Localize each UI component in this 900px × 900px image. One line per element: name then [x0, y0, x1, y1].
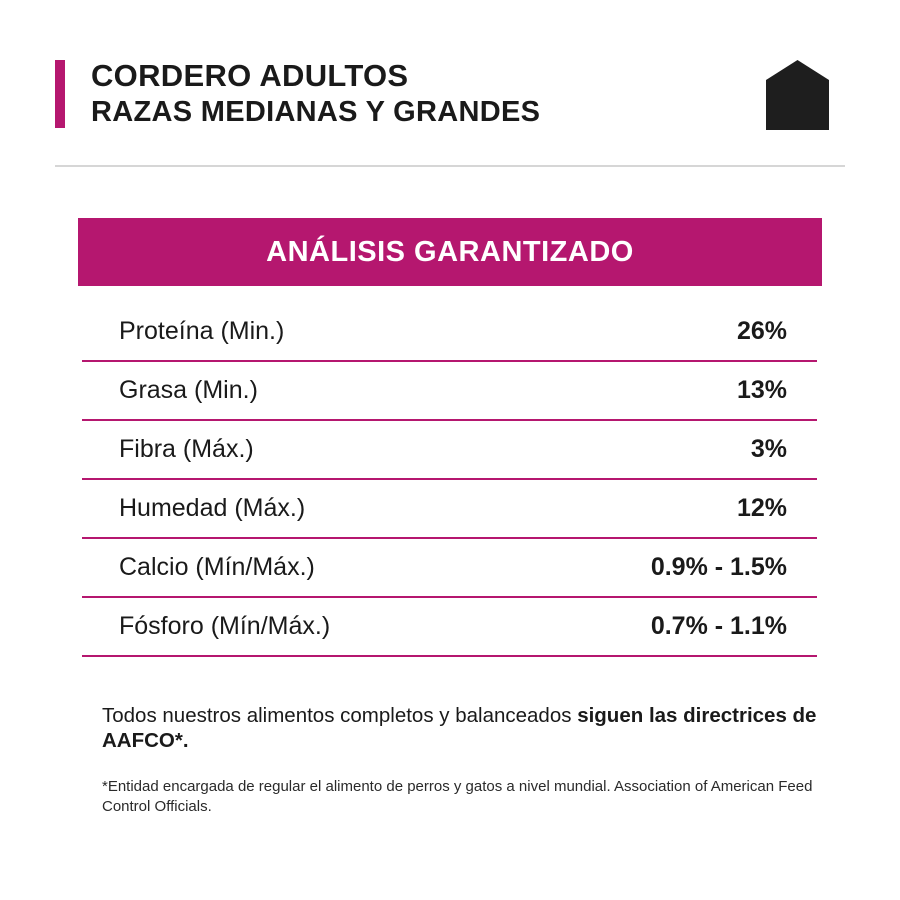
aafco-footnote: *Entidad encargada de regular el aliment… [102, 778, 813, 815]
table-row: Fósforo (Mín/Máx.) 0.7% - 1.1% [82, 598, 817, 657]
title-accent-bar [55, 60, 65, 128]
row-value: 0.7% - 1.1% [650, 612, 787, 640]
table-row: Calcio (Mín/Máx.) 0.9% - 1.5% [82, 539, 817, 598]
aafco-statement: Todos nuestros alimentos completos y bal… [102, 703, 822, 753]
page-title: CORDERO ADULTOS [91, 58, 540, 94]
table-row: Grasa (Min.) 13% [82, 362, 817, 421]
analysis-table: Proteína (Min.) 26% Grasa (Min.) 13% Fib… [82, 303, 817, 657]
table-row: Humedad (Máx.) 12% [82, 480, 817, 539]
table-row: Proteína (Min.) 26% [82, 303, 817, 362]
row-label: Proteína (Min.) [119, 317, 285, 345]
header-divider [55, 165, 845, 167]
aafco-statement-bold: siguen las directrices de AAFCO*. [102, 704, 817, 752]
page-title-bold: CORDERO [91, 58, 252, 93]
row-label: Humedad (Máx.) [119, 494, 306, 522]
row-label: Fibra (Máx.) [119, 435, 254, 463]
row-label: Calcio (Mín/Máx.) [119, 553, 315, 581]
aafco-statement-text: Todos nuestros alimentos completos y bal… [102, 704, 578, 727]
house-icon [766, 60, 829, 130]
row-value: 12% [736, 494, 787, 522]
row-value: 0.9% - 1.5% [650, 553, 787, 581]
title-block: CORDERO ADULTOS RAZAS MEDIANAS Y GRANDES [91, 58, 540, 130]
row-value: 3% [750, 435, 787, 463]
row-label: Grasa (Min.) [119, 376, 258, 404]
page-subtitle: RAZAS MEDIANAS Y GRANDES [91, 96, 541, 128]
page-title-rest: ADULTOS [251, 58, 409, 93]
row-value: 13% [736, 376, 787, 404]
row-value: 26% [736, 317, 787, 345]
table-row: Fibra (Máx.) 3% [82, 421, 817, 480]
row-label: Fósforo (Mín/Máx.) [119, 612, 331, 640]
analysis-heading: ANÁLISIS GARANTIZADO [78, 218, 822, 286]
